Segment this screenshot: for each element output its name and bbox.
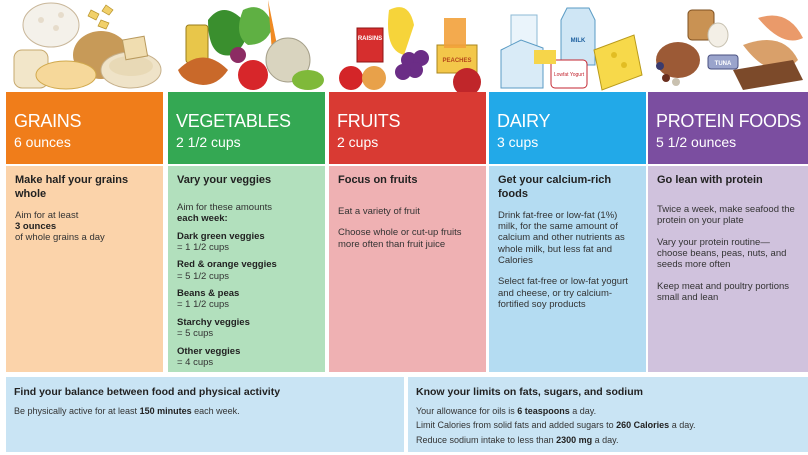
limits-sodium-line: Reduce sodium intake to less than 2300 m… — [416, 433, 800, 447]
veg-item-amount: = 1 1/2 cups — [177, 299, 230, 311]
protein-tip-1: Twice a week, make seafood the protein o… — [657, 203, 795, 227]
vegetables-food-illustration — [178, 0, 324, 90]
veg-item-name: Dark green veggies — [177, 230, 265, 242]
vegetables-title: VEGETABLES — [176, 111, 291, 131]
milk-carton-label: MILK — [571, 38, 586, 44]
grains-title: GRAINS — [14, 111, 82, 131]
balance-text: Be physically active for at least 150 mi… — [14, 404, 396, 418]
vegetables-body: Vary your veggies Aim for these amounts … — [168, 166, 325, 372]
vegetables-intro-bold: each week: — [177, 213, 228, 225]
protein-food-illustration: TUNA — [656, 9, 803, 90]
veg-item-dark-green: Dark green veggies = 1 1/2 cups — [177, 231, 317, 254]
protein-amount: 5 1/2 ounces — [656, 134, 737, 150]
limits-calories-amount: 260 Calories — [616, 420, 670, 431]
fruits-header: FRUITS 2 cups — [329, 92, 486, 164]
veg-item-amount: = 4 cups — [177, 357, 214, 369]
grains-tip: Aim for at least 3 ounces of whole grain… — [15, 210, 155, 244]
balance-title: Find your balance between food and physi… — [14, 386, 281, 398]
balance-box: Find your balance between food and physi… — [6, 377, 404, 452]
balance-minutes: 150 minutes — [139, 405, 192, 416]
limits-oils-text: Your allowance for oils is — [416, 405, 515, 416]
fruits-tip-1: Eat a variety of fruit — [338, 205, 420, 217]
dairy-tip-2: Select fat-free or low-fat yogurt and ch… — [498, 276, 628, 311]
vegetables-amount: 2 1/2 cups — [176, 134, 241, 150]
limits-calories-suffix: a day. — [671, 420, 696, 431]
protein-title: PROTEIN FOODS — [656, 111, 802, 131]
limits-oils-amount: 6 teaspoons — [517, 405, 570, 416]
vegetables-heading: Vary your veggies — [177, 174, 272, 186]
peaches-can-label: PEACHES — [442, 58, 471, 64]
grains-tip-text-2: of whole grains a day — [15, 232, 105, 244]
vegetables-intro: Aim for these amounts each week: — [177, 202, 317, 225]
veg-item-name: Red & orange veggies — [177, 259, 277, 271]
veg-item-amount: = 5 cups — [177, 328, 214, 340]
protein-header: PROTEIN FOODS 5 1/2 ounces — [648, 92, 808, 164]
veg-item-beans-peas: Beans & peas = 1 1/2 cups — [177, 288, 317, 311]
limits-sodium-text: Reduce sodium intake to less than — [416, 434, 554, 445]
dairy-food-illustration: MILK Lowfat Yogurt — [500, 7, 643, 91]
fruits-food-illustration: RAISINS PEACHES — [339, 7, 481, 92]
dairy-tip-1: Drink fat-free or low-fat (1%) milk, for… — [498, 209, 625, 267]
grains-amount: 6 ounces — [14, 134, 71, 150]
limits-sodium-amount: 2300 mg — [556, 434, 593, 445]
veg-item-name: Starchy veggies — [177, 316, 250, 328]
grains-heading: Make half your grains whole — [15, 174, 129, 200]
yogurt-cup-label: Lowfat Yogurt — [554, 72, 585, 78]
limits-oils-line: Your allowance for oils is 6 teaspoons a… — [416, 404, 800, 418]
balance-text-2: each week. — [194, 405, 240, 416]
vegetables-intro-text: Aim for these amounts — [177, 201, 273, 213]
limits-oils-suffix: a day. — [572, 405, 597, 416]
limits-box: Know your limits on fats, sugars, and so… — [408, 377, 808, 452]
protein-tip-2: Vary your protein routine—choose beans, … — [657, 236, 787, 271]
veg-item-starchy: Starchy veggies = 5 cups — [177, 317, 317, 340]
protein-tip-3: Keep meat and poultry portions small and… — [657, 280, 790, 304]
raisins-box-label: RAISINS — [358, 36, 382, 42]
protein-body: Go lean with protein Twice a week, make … — [648, 166, 808, 372]
limits-sodium-suffix: a day. — [594, 434, 619, 445]
grains-header: GRAINS 6 ounces — [6, 92, 163, 164]
grains-food-illustration — [13, 2, 162, 90]
tuna-can-label: TUNA — [715, 61, 732, 67]
balance-text-1: Be physically active for at least — [14, 405, 138, 416]
fruits-heading: Focus on fruits — [338, 174, 418, 186]
dairy-header: DAIRY 3 cups — [489, 92, 646, 164]
dairy-title: DAIRY — [497, 111, 551, 131]
veg-item-red-orange: Red & orange veggies = 5 1/2 cups — [177, 259, 317, 282]
limits-title: Know your limits on fats, sugars, and so… — [416, 386, 643, 398]
limits-calories-line: Limit Calories from solid fats and added… — [416, 418, 800, 432]
veg-item-name: Other veggies — [177, 345, 241, 357]
veg-item-name: Beans & peas — [177, 288, 240, 300]
protein-heading: Go lean with protein — [657, 174, 763, 186]
dairy-body: Get your calcium-rich foods Drink fat-fr… — [489, 166, 646, 372]
grains-tip-amount: 3 ounces — [15, 220, 57, 232]
fruits-tip-2: Choose whole or cut-up fruits more often… — [338, 227, 462, 250]
dairy-amount: 3 cups — [497, 134, 539, 150]
vegetables-header: VEGETABLES 2 1/2 cups — [168, 92, 325, 164]
veg-item-amount: = 5 1/2 cups — [177, 270, 230, 282]
dairy-heading: Get your calcium-rich foods — [498, 174, 612, 200]
veg-item-amount: = 1 1/2 cups — [177, 241, 230, 253]
veg-item-other: Other veggies = 4 cups — [177, 346, 317, 369]
grains-tip-text: Aim for at least — [15, 209, 79, 221]
grains-body: Make half your grains whole Aim for at l… — [6, 166, 163, 372]
limits-calories-text: Limit Calories from solid fats and added… — [416, 420, 614, 431]
fruits-body: Focus on fruits Eat a variety of fruit C… — [329, 166, 486, 372]
fruits-title: FRUITS — [337, 111, 401, 131]
fruits-amount: 2 cups — [337, 134, 379, 150]
